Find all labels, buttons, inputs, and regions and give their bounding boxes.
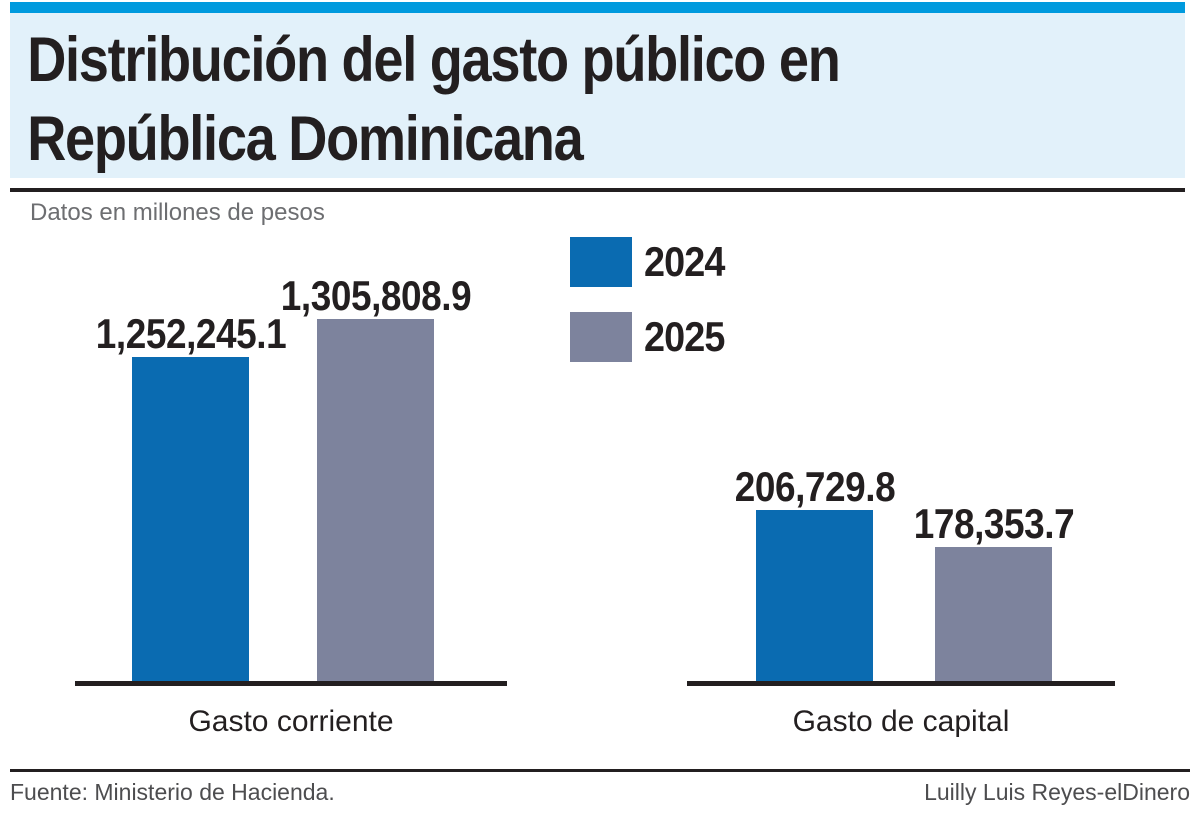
x-axis-baseline-0 xyxy=(75,681,507,686)
value-label-2024-0: 1,252,245.1 xyxy=(95,310,286,357)
page-title-line1: Distribución del gasto público en xyxy=(27,25,841,95)
value-label-2024-1: 206,729.8 xyxy=(734,463,895,510)
bar-2024-gasto-corriente xyxy=(132,357,249,681)
category-label-0: Gasto corriente xyxy=(188,705,394,738)
legend-label-2024: 2024 xyxy=(644,238,725,285)
bar-2024-gasto-de-capital xyxy=(756,510,873,681)
author-credit: Luilly Luis Reyes-elDinero xyxy=(924,779,1190,805)
header-separator-line xyxy=(10,188,1185,192)
footer: Fuente: Ministerio de Hacienda. Luilly L… xyxy=(10,779,1190,806)
value-label-2025-1: 178,353.7 xyxy=(913,500,1074,547)
value-label-2025-0: 1,305,808.9 xyxy=(280,272,471,319)
legend-swatch-2025 xyxy=(570,312,632,362)
bar-2025-gasto-corriente xyxy=(317,319,434,681)
accent-bar xyxy=(10,2,1185,13)
source-credit: Fuente: Ministerio de Hacienda. xyxy=(10,779,335,805)
category-label-1: Gasto de capital xyxy=(792,705,1010,738)
x-axis-baseline-1 xyxy=(687,681,1115,686)
bar-2025-gasto-de-capital xyxy=(935,547,1052,681)
page-title-line2: República Dominicana xyxy=(27,104,584,174)
page-title: Distribución del gasto público en Repúbli… xyxy=(10,13,1021,179)
legend-swatch-2024 xyxy=(570,237,632,287)
footer-separator-line xyxy=(10,769,1190,772)
header: Distribución del gasto público en Repúbli… xyxy=(10,13,1185,178)
legend-label-2025: 2025 xyxy=(644,313,725,360)
chart-subtitle: Datos en millones de pesos xyxy=(30,199,325,226)
